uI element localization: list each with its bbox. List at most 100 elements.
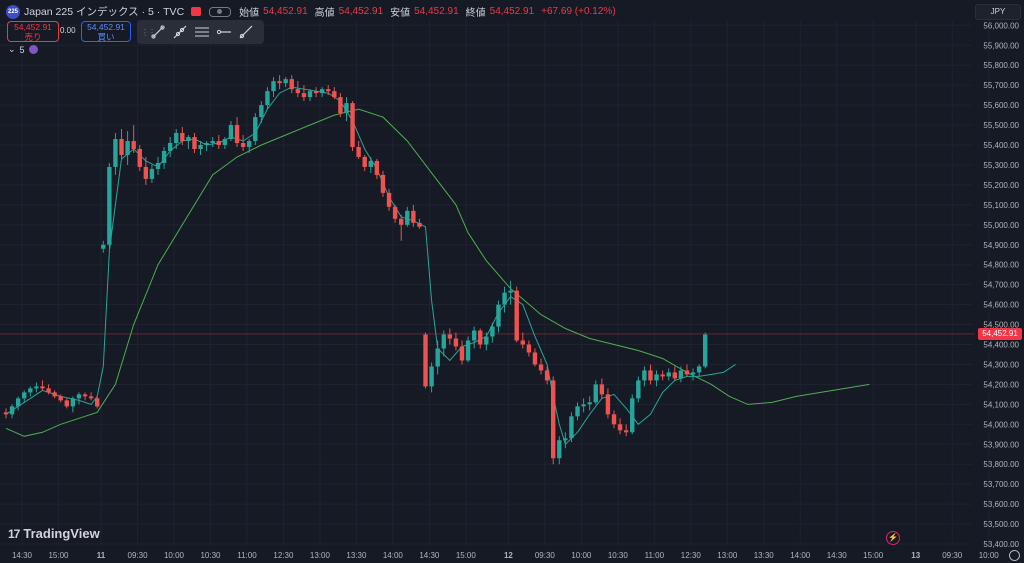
candle	[544, 366, 550, 385]
indicator-settings-icon[interactable]	[28, 45, 38, 54]
candle-body	[326, 89, 331, 92]
candle	[405, 206, 410, 227]
extended-line-icon[interactable]	[235, 22, 257, 42]
candle-body	[137, 148, 142, 167]
candle	[107, 162, 112, 249]
candle-body	[514, 290, 519, 341]
ohlc-high-value: 54,452.91	[338, 6, 384, 17]
candle-body	[125, 141, 130, 155]
flag-icon[interactable]	[191, 7, 202, 16]
ma-slow-line	[5, 108, 870, 437]
candle	[22, 390, 27, 403]
candle	[368, 156, 373, 173]
candle	[210, 137, 215, 147]
parallel-channel-icon[interactable]	[191, 22, 213, 42]
horizontal-ray-icon[interactable]	[213, 22, 235, 42]
candle	[703, 332, 708, 369]
spread-value: 0.00	[60, 26, 76, 35]
ohlc-open-value: 54,452.91	[263, 6, 308, 17]
y-tick-label: 54,700.00	[983, 281, 1019, 290]
buy-button[interactable]: 54,452.91 買い	[81, 21, 131, 42]
candle-body	[52, 392, 57, 397]
ray-icon[interactable]	[169, 22, 191, 42]
y-tick-label: 55,300.00	[983, 161, 1019, 170]
candle	[630, 394, 635, 435]
candle-body	[557, 440, 562, 459]
candle	[447, 328, 453, 345]
candle	[690, 368, 696, 381]
candle	[508, 280, 513, 305]
candle	[82, 392, 88, 401]
candle	[52, 390, 57, 399]
candle	[332, 87, 337, 100]
x-tick-label: 13:30	[754, 551, 775, 560]
trend-line-icon[interactable]	[147, 22, 169, 42]
candle-body	[240, 143, 246, 147]
alert-icon[interactable]: ⚡	[886, 531, 900, 545]
candle-body	[192, 137, 197, 149]
y-tick-label: 55,900.00	[983, 41, 1019, 50]
candle-body	[307, 91, 313, 98]
sell-button[interactable]: 54,452.91 売り	[7, 21, 59, 42]
candle-body	[490, 326, 495, 337]
y-tick-label: 55,700.00	[983, 81, 1019, 90]
candle-body	[204, 143, 209, 145]
x-tick-label: 14:30	[827, 551, 848, 560]
candle-body	[368, 160, 373, 167]
tradingview-logo[interactable]: 17 TradingView	[8, 526, 100, 541]
y-tick-label: 55,400.00	[983, 141, 1019, 150]
candle-body	[180, 133, 185, 142]
symbol-title[interactable]: Japan 225 インデックス · 5 · TVC	[24, 6, 185, 18]
candle-body	[362, 156, 367, 167]
candle-body	[684, 370, 690, 375]
candle-body	[459, 346, 465, 361]
candle	[654, 370, 659, 387]
candle	[441, 330, 446, 357]
candle	[338, 93, 343, 118]
y-tick-label: 54,800.00	[983, 261, 1019, 270]
candle-body	[350, 103, 355, 147]
last-price-label: 54,452.91	[978, 328, 1022, 340]
candle-body	[319, 89, 325, 94]
y-tick-label: 54,900.00	[983, 241, 1019, 250]
visibility-icon[interactable]	[209, 6, 232, 17]
candle-body	[101, 244, 106, 249]
symbol-header: 225 Japan 225 インデックス · 5 · TVC 始値 54,452.…	[6, 4, 619, 19]
candle	[453, 332, 459, 351]
chart-settings-icon[interactable]	[1009, 550, 1020, 561]
y-tick-label: 54,100.00	[983, 400, 1019, 409]
candle	[58, 394, 63, 403]
candle-body	[654, 374, 659, 381]
indicator-legend[interactable]: ⌄ 5	[8, 44, 38, 55]
candle-body	[283, 79, 288, 84]
candle	[642, 366, 647, 387]
candle	[88, 392, 94, 401]
currency-selector[interactable]: JPY	[975, 4, 1021, 20]
candle	[465, 336, 471, 363]
symbol-icon[interactable]: 225	[6, 4, 20, 19]
candle-body	[551, 380, 556, 459]
candle	[459, 340, 465, 365]
candle	[344, 97, 349, 122]
candle-body	[484, 336, 489, 345]
x-tick-label: 12:30	[273, 551, 294, 560]
chevron-down-icon[interactable]: ⌄	[8, 44, 16, 54]
y-tick-label: 53,700.00	[983, 480, 1019, 489]
candle	[569, 412, 574, 443]
candle-body	[399, 218, 404, 225]
candle	[149, 164, 155, 183]
candle-body	[155, 162, 161, 169]
candle	[326, 85, 331, 96]
candle-body	[611, 414, 617, 425]
candle-body	[532, 352, 538, 365]
candle-body	[119, 139, 124, 155]
y-tick-label: 55,600.00	[983, 101, 1019, 110]
candle	[76, 392, 82, 405]
y-tick-label: 55,200.00	[983, 181, 1019, 190]
indicator-label: 5	[19, 44, 25, 55]
candle-body	[471, 330, 477, 341]
candle	[660, 370, 665, 381]
y-tick-label: 53,600.00	[983, 500, 1019, 509]
candle	[3, 408, 9, 419]
